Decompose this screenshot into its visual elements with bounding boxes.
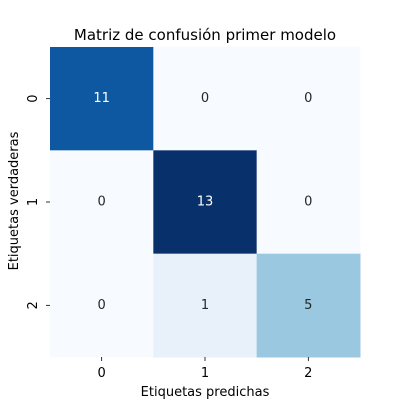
cell-value-1-1: 13	[197, 194, 214, 209]
y-axis-ticks: 0 1 2	[26, 95, 50, 309]
cell-value-0-1: 0	[201, 91, 209, 106]
chart-title: Matriz de confusión primer modelo	[74, 26, 336, 44]
x-tick-label-1: 1	[201, 366, 209, 381]
cell-value-1-2: 0	[304, 194, 312, 209]
y-tick-label-0: 0	[26, 95, 41, 103]
cell-value-2-1: 1	[201, 298, 209, 313]
heatmap-cell-labels: 11 0 0 0 13 0 0 1 5	[93, 91, 312, 313]
cell-value-2-2: 5	[304, 298, 312, 313]
y-axis-label: Etiquetas verdaderas	[7, 131, 22, 270]
heatmap-cell-2-2	[256, 253, 361, 358]
heatmap-cell-0-0	[50, 47, 154, 151]
cell-value-2-0: 0	[98, 298, 106, 313]
heatmap-cell-2-1	[153, 253, 258, 358]
heatmap-cell-0-2	[256, 47, 361, 151]
heatmap-cell-1-1	[153, 150, 258, 255]
heatmap-cells	[50, 47, 361, 358]
heatmap-cell-2-0	[50, 253, 154, 358]
x-axis-ticks: 0 1 2	[98, 356, 312, 381]
x-tick-label-0: 0	[98, 366, 106, 381]
x-axis-label: Etiquetas predichas	[141, 385, 270, 400]
x-tick-label-2: 2	[304, 366, 312, 381]
cell-value-0-2: 0	[304, 91, 312, 106]
heatmap-cell-1-0	[50, 150, 154, 255]
heatmap-cell-1-2	[256, 150, 361, 255]
heatmap-cell-0-1	[153, 47, 258, 151]
y-tick-label-2: 2	[26, 301, 41, 309]
cell-value-0-0: 11	[93, 91, 110, 106]
y-tick-label-1: 1	[26, 198, 41, 206]
cell-value-1-0: 0	[98, 194, 106, 209]
